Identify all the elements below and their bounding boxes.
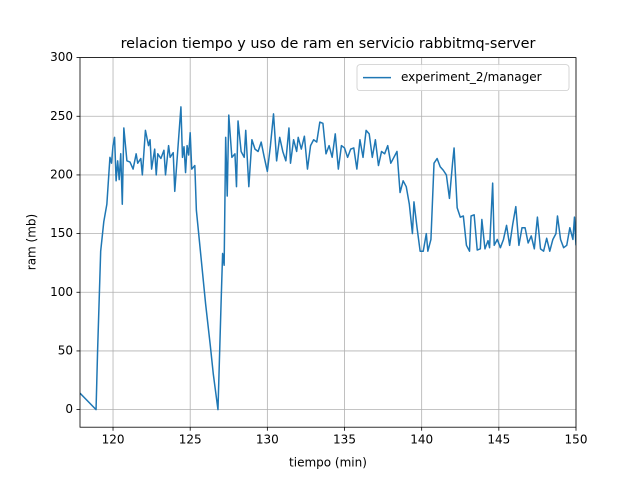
y-tick-label: 200	[50, 167, 73, 181]
data-line	[80, 106, 576, 411]
legend-label: experiment_2/manager	[401, 70, 542, 84]
x-tick-label: 150	[565, 433, 588, 447]
y-axis-label: ram (mb)	[25, 214, 39, 270]
x-tick-label: 135	[333, 433, 356, 447]
y-tick-label: 250	[50, 109, 73, 123]
x-tick-label: 125	[179, 433, 202, 447]
plot-frame	[79, 57, 577, 428]
y-tick-label: 100	[50, 285, 73, 299]
legend-box	[356, 64, 570, 91]
y-tick-label: 150	[50, 226, 73, 240]
y-tick-label: 300	[50, 50, 73, 64]
x-tick-label: 130	[256, 433, 279, 447]
x-tick-label: 145	[487, 433, 510, 447]
y-tick-label: 50	[58, 343, 73, 357]
x-tick-label: 120	[102, 433, 125, 447]
chart-title: relacion tiempo y uso de ram en servicio…	[121, 36, 536, 52]
y-tick-label: 0	[65, 402, 73, 416]
x-tick-label: 140	[410, 433, 433, 447]
x-axis-label: tiempo (min)	[289, 456, 367, 470]
